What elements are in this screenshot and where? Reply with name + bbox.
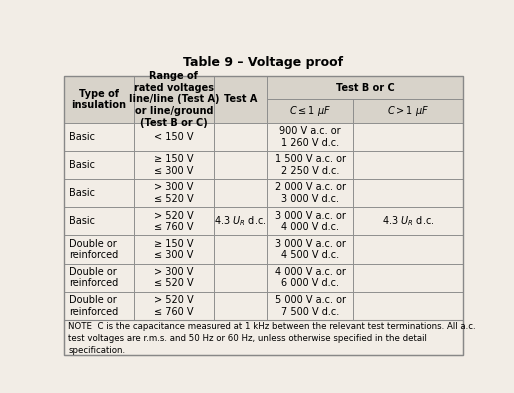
Text: 900 V a.c. or
1 260 V d.c.: 900 V a.c. or 1 260 V d.c. <box>280 126 341 148</box>
Bar <box>64 76 134 123</box>
Bar <box>267 292 353 320</box>
Text: 3 000 V a.c. or
4 000 V d.c.: 3 000 V a.c. or 4 000 V d.c. <box>275 211 346 232</box>
Text: > 520 V
≤ 760 V: > 520 V ≤ 760 V <box>154 295 194 316</box>
Bar <box>64 151 134 179</box>
Bar <box>353 99 463 123</box>
Text: $C \leq 1\ \mu F$: $C \leq 1\ \mu F$ <box>289 104 331 118</box>
Bar <box>134 264 214 292</box>
Bar <box>214 207 267 235</box>
Bar <box>134 292 214 320</box>
Bar <box>64 207 134 235</box>
Text: Basic: Basic <box>69 188 95 198</box>
Bar <box>267 123 353 151</box>
Bar <box>64 179 134 207</box>
Bar <box>353 235 463 264</box>
Text: < 150 V: < 150 V <box>154 132 194 142</box>
Text: > 300 V
≤ 520 V: > 300 V ≤ 520 V <box>154 267 194 288</box>
Bar <box>64 292 134 320</box>
Bar <box>214 179 267 207</box>
Bar <box>353 123 463 151</box>
Text: > 300 V
≤ 520 V: > 300 V ≤ 520 V <box>154 182 194 204</box>
Bar <box>214 235 267 264</box>
Bar <box>214 292 267 320</box>
Bar <box>353 264 463 292</box>
Text: Table 9 – Voltage proof: Table 9 – Voltage proof <box>183 56 343 69</box>
Text: Basic: Basic <box>69 160 95 170</box>
Text: 4.3 $U_R$ d.c.: 4.3 $U_R$ d.c. <box>214 215 267 228</box>
Bar <box>267 207 353 235</box>
Text: > 520 V
≤ 760 V: > 520 V ≤ 760 V <box>154 211 194 232</box>
Bar <box>134 179 214 207</box>
Bar <box>267 76 463 99</box>
Text: Basic: Basic <box>69 216 95 226</box>
Bar <box>64 123 134 151</box>
Bar <box>353 292 463 320</box>
Bar <box>134 235 214 264</box>
Text: ≥ 150 V
≤ 300 V: ≥ 150 V ≤ 300 V <box>154 239 194 260</box>
Text: 2 000 V a.c. or
3 000 V d.c.: 2 000 V a.c. or 3 000 V d.c. <box>274 182 346 204</box>
Text: Double or
reinforced: Double or reinforced <box>69 295 118 316</box>
Bar <box>353 179 463 207</box>
Bar <box>134 207 214 235</box>
Text: 5 000 V a.c. or
7 500 V d.c.: 5 000 V a.c. or 7 500 V d.c. <box>274 295 346 316</box>
Bar <box>214 123 267 151</box>
Text: $C > 1\ \mu F$: $C > 1\ \mu F$ <box>387 104 429 118</box>
Bar <box>353 151 463 179</box>
Text: Range of
rated voltages
line/line (Test A)
or line/ground
(Test B or C): Range of rated voltages line/line (Test … <box>128 71 219 128</box>
Bar <box>267 264 353 292</box>
Bar <box>214 264 267 292</box>
Bar <box>64 320 463 354</box>
Bar <box>64 235 134 264</box>
Text: Test B or C: Test B or C <box>336 83 394 93</box>
Bar <box>214 76 267 123</box>
Text: 4.3 $U_R$ d.c.: 4.3 $U_R$ d.c. <box>381 215 434 228</box>
Bar <box>64 264 134 292</box>
Text: ≥ 150 V
≤ 300 V: ≥ 150 V ≤ 300 V <box>154 154 194 176</box>
Bar <box>267 99 353 123</box>
Text: Double or
reinforced: Double or reinforced <box>69 239 118 260</box>
Text: 1 500 V a.c. or
2 250 V d.c.: 1 500 V a.c. or 2 250 V d.c. <box>274 154 346 176</box>
Bar <box>267 179 353 207</box>
Bar <box>353 207 463 235</box>
Text: 3 000 V a.c. or
4 500 V d.c.: 3 000 V a.c. or 4 500 V d.c. <box>275 239 346 260</box>
Bar <box>134 151 214 179</box>
Bar <box>134 123 214 151</box>
Bar <box>267 151 353 179</box>
Text: 4 000 V a.c. or
6 000 V d.c.: 4 000 V a.c. or 6 000 V d.c. <box>275 267 346 288</box>
Bar <box>267 235 353 264</box>
Text: Basic: Basic <box>69 132 95 142</box>
Bar <box>214 151 267 179</box>
Text: Type of
insulation: Type of insulation <box>71 88 126 110</box>
Bar <box>134 76 214 123</box>
Text: Test A: Test A <box>224 94 257 105</box>
Text: Double or
reinforced: Double or reinforced <box>69 267 118 288</box>
Text: NOTE  C is the capacitance measured at 1 kHz between the relevant test terminati: NOTE C is the capacitance measured at 1 … <box>68 322 476 355</box>
